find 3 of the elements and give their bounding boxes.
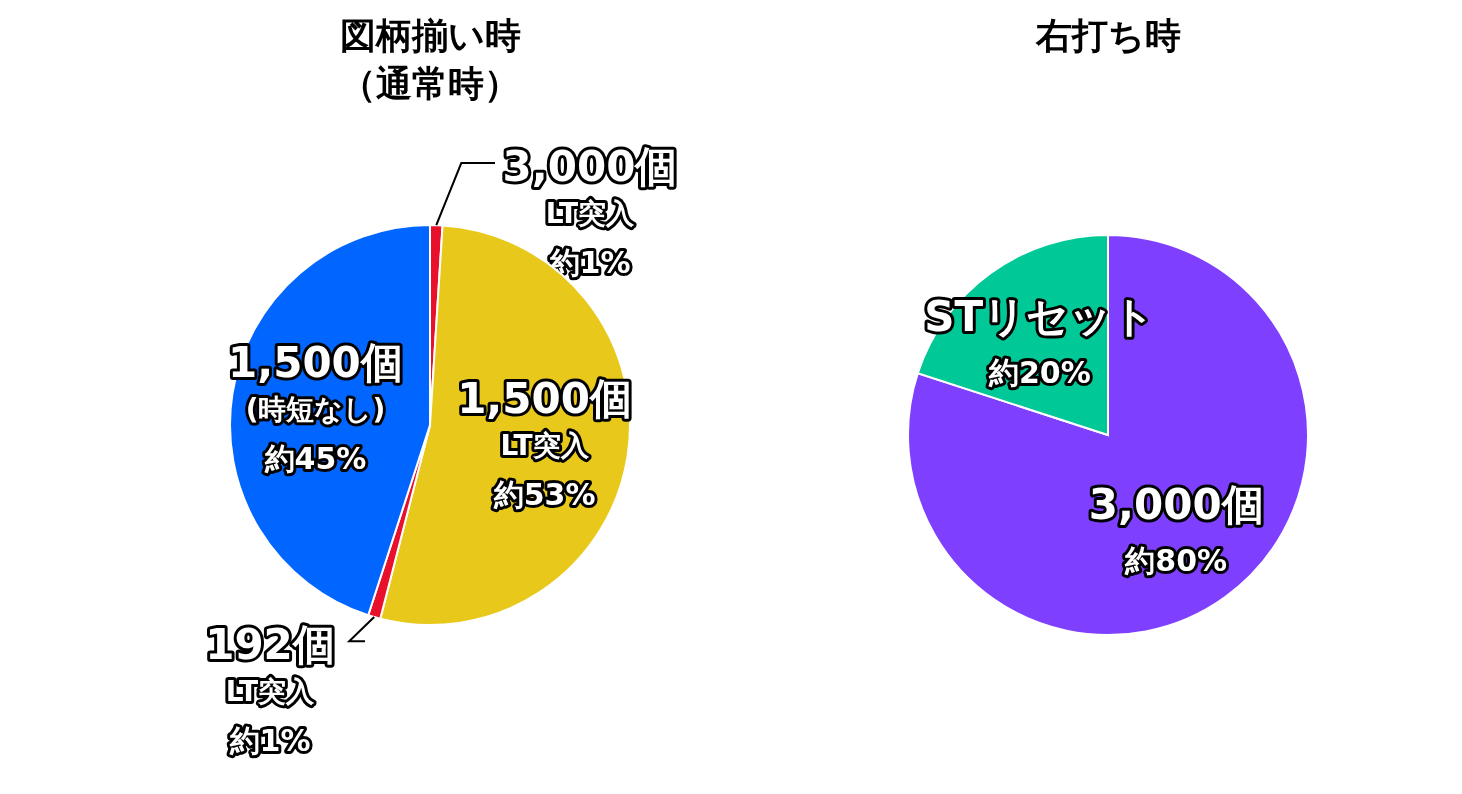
subtitle: （通常時） [340,63,520,104]
title: 図柄揃い時 [339,15,521,56]
title: 右打ち時 [1035,15,1181,56]
